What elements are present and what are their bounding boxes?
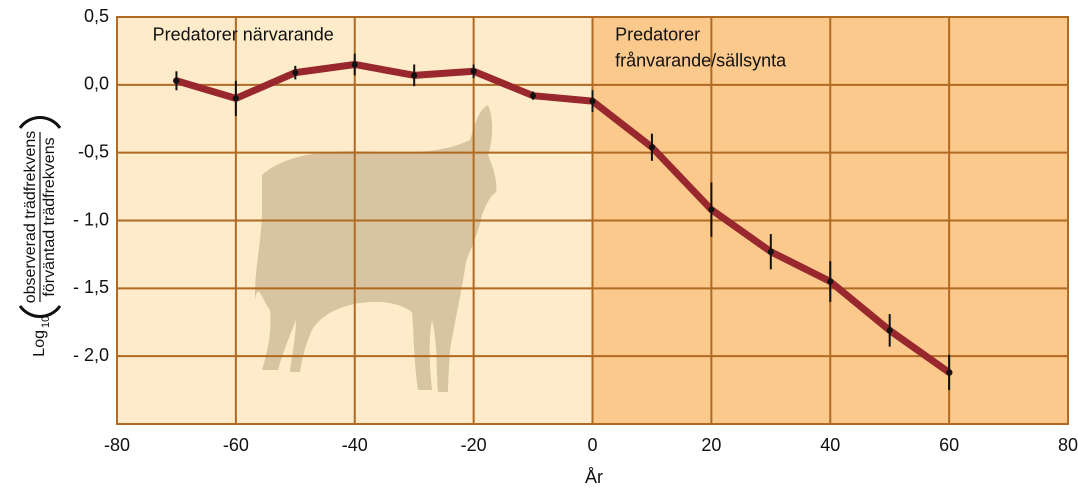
y-label-denominator: förväntad trädfrekvens (41, 137, 58, 296)
y-tick-label: - 1,0 (73, 209, 109, 229)
data-point (768, 249, 774, 255)
data-point (946, 369, 952, 375)
annotation: frånvarande/sällsynta (615, 51, 787, 71)
data-point (590, 98, 596, 104)
y-tick-label: - 2,0 (73, 345, 109, 365)
annotation: Predatorer (615, 25, 700, 45)
x-tick-label: -60 (223, 435, 249, 455)
x-tick-label: -80 (104, 435, 130, 455)
x-tick-label: -20 (461, 435, 487, 455)
y-tick-label: - 1,5 (73, 277, 109, 297)
data-point (708, 207, 714, 213)
data-point (887, 327, 893, 333)
y-axis-label: Log 10 observerad trädfrekvens förväntad… (20, 118, 60, 357)
y-label-numerator: observerad trädfrekvens (22, 131, 39, 304)
x-tick-label: 20 (701, 435, 721, 455)
y-label-log: Log (31, 330, 48, 357)
x-tick-label: 60 (939, 435, 959, 455)
data-point (352, 61, 358, 67)
x-axis-label: År (585, 467, 603, 487)
x-tick-label: 80 (1058, 435, 1078, 455)
data-point (827, 279, 833, 285)
data-point (411, 72, 417, 78)
annotation: Predatorer närvarande (153, 25, 334, 45)
paren-left (20, 306, 60, 317)
data-point (292, 70, 298, 76)
data-point (649, 144, 655, 150)
data-point (471, 68, 477, 74)
data-point (173, 78, 179, 84)
y-tick-label: 0,0 (84, 74, 109, 94)
y-tick-label: -0,5 (78, 141, 109, 161)
x-tick-label: 40 (820, 435, 840, 455)
chart: 0,5 0,0 -0,5 - 1,0 - 1,5 - 2,0 -80 -60 -40 -20 0 20… (0, 0, 1078, 491)
data-point (530, 93, 536, 99)
y-tick-label: 0,5 (84, 6, 109, 26)
data-point (233, 95, 239, 101)
x-tick-label: 0 (587, 435, 597, 455)
x-tick-label: -40 (342, 435, 368, 455)
paren-right (20, 118, 60, 129)
